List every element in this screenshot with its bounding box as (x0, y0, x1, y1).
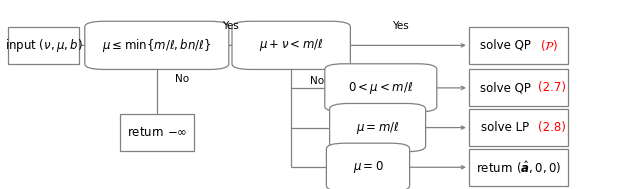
Text: return $-\infty$: return $-\infty$ (127, 126, 187, 139)
FancyBboxPatch shape (8, 27, 79, 64)
FancyBboxPatch shape (84, 21, 229, 70)
Text: $\mu + \nu < m/\ell$: $\mu + \nu < m/\ell$ (259, 37, 323, 53)
Text: No: No (175, 74, 189, 84)
Text: $\mu = 0$: $\mu = 0$ (353, 159, 383, 175)
Text: $0 < \mu < m/\ell$: $0 < \mu < m/\ell$ (348, 80, 413, 96)
Text: (2.8): (2.8) (538, 121, 566, 134)
Text: (2.7): (2.7) (538, 81, 566, 94)
Text: $\mu = m/\ell$: $\mu = m/\ell$ (356, 120, 399, 136)
Text: solve QP: solve QP (479, 81, 534, 94)
Text: solve LP: solve LP (481, 121, 533, 134)
Text: Yes: Yes (392, 22, 408, 31)
FancyBboxPatch shape (468, 27, 568, 64)
FancyBboxPatch shape (326, 143, 410, 189)
Text: return $(\hat{\boldsymbol{a}}, 0, 0)$: return $(\hat{\boldsymbol{a}}, 0, 0)$ (476, 159, 561, 176)
FancyBboxPatch shape (468, 109, 568, 146)
Text: No: No (310, 76, 324, 86)
FancyBboxPatch shape (120, 114, 193, 151)
FancyBboxPatch shape (468, 69, 568, 106)
Text: input $(\nu, \mu, b)$: input $(\nu, \mu, b)$ (4, 37, 83, 54)
Text: $\mu \leq \min\{m/\ell, bn/\ell\}$: $\mu \leq \min\{m/\ell, bn/\ell\}$ (102, 37, 212, 54)
Text: solve QP: solve QP (479, 39, 534, 52)
Text: $(\mathcal{P})$: $(\mathcal{P})$ (540, 38, 558, 53)
FancyBboxPatch shape (232, 21, 351, 70)
Text: Yes: Yes (222, 22, 239, 31)
FancyBboxPatch shape (324, 64, 436, 112)
FancyBboxPatch shape (330, 104, 426, 152)
FancyBboxPatch shape (468, 149, 568, 186)
